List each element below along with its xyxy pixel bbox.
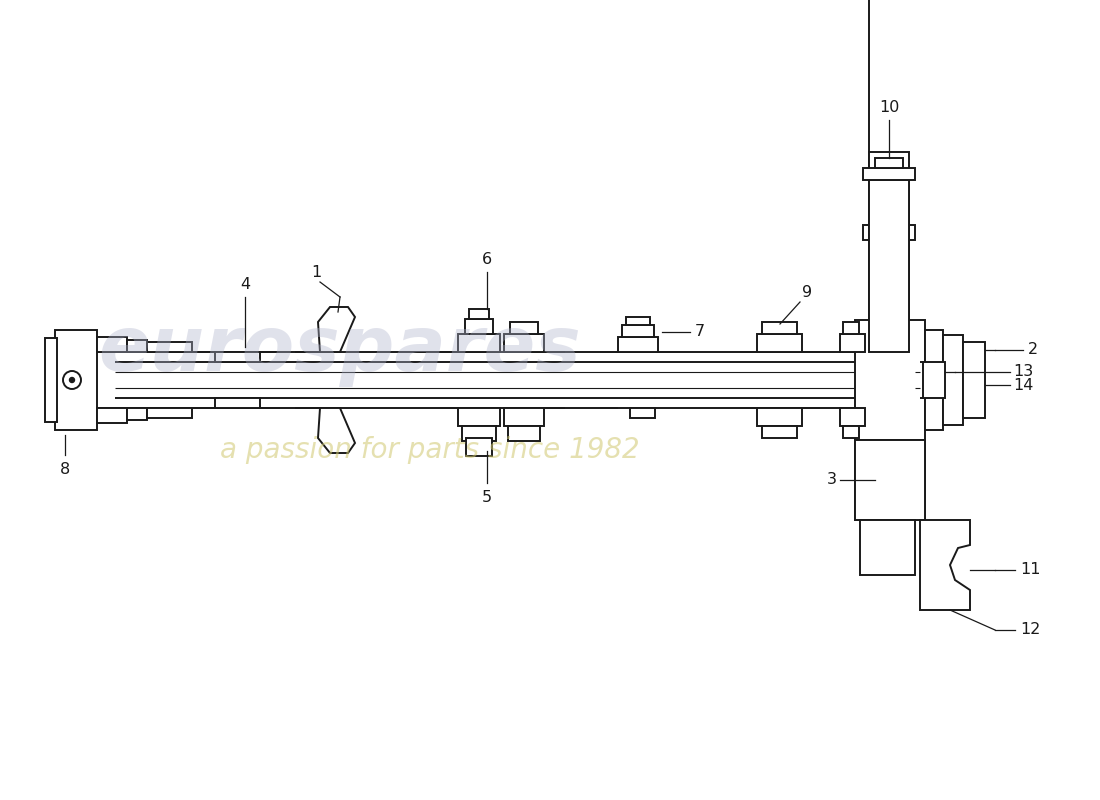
Bar bbox=[458, 334, 500, 352]
Bar bbox=[458, 408, 500, 426]
Polygon shape bbox=[318, 307, 355, 352]
Bar bbox=[630, 408, 654, 418]
Bar bbox=[462, 426, 496, 441]
Bar bbox=[869, 197, 909, 352]
Text: 11: 11 bbox=[1020, 562, 1041, 578]
Bar bbox=[147, 408, 192, 418]
Bar bbox=[864, 168, 915, 180]
Bar bbox=[757, 408, 802, 426]
Bar bbox=[860, 520, 915, 575]
Text: 6: 6 bbox=[482, 252, 492, 267]
Text: 9: 9 bbox=[802, 285, 812, 300]
Bar bbox=[864, 225, 915, 240]
Bar bbox=[855, 320, 925, 440]
Bar bbox=[504, 408, 544, 426]
Bar bbox=[466, 438, 492, 456]
Bar bbox=[843, 426, 859, 438]
Bar bbox=[943, 335, 962, 425]
Bar bbox=[762, 426, 798, 438]
Text: 4: 4 bbox=[240, 277, 250, 292]
Bar bbox=[923, 362, 945, 398]
Bar bbox=[618, 337, 658, 352]
Bar bbox=[621, 325, 654, 337]
Bar bbox=[869, 180, 909, 352]
Polygon shape bbox=[920, 520, 970, 610]
Bar bbox=[55, 330, 97, 430]
Text: 10: 10 bbox=[879, 100, 899, 115]
Text: 1: 1 bbox=[311, 265, 321, 280]
Text: 3: 3 bbox=[827, 473, 837, 487]
Bar bbox=[840, 334, 865, 352]
Bar bbox=[840, 408, 865, 426]
Circle shape bbox=[69, 378, 75, 382]
Bar bbox=[925, 330, 943, 430]
Bar bbox=[147, 342, 192, 352]
Bar bbox=[762, 322, 798, 334]
Bar bbox=[874, 158, 903, 168]
Bar bbox=[214, 398, 260, 408]
Bar bbox=[97, 337, 126, 352]
Bar bbox=[126, 340, 147, 352]
Text: 5: 5 bbox=[482, 490, 492, 505]
Bar bbox=[469, 309, 490, 319]
Bar bbox=[757, 334, 802, 352]
Bar bbox=[510, 322, 538, 334]
Bar bbox=[962, 342, 984, 418]
Text: eurospares: eurospares bbox=[99, 313, 582, 387]
Polygon shape bbox=[318, 408, 355, 453]
Text: 14: 14 bbox=[1013, 378, 1033, 393]
Text: 13: 13 bbox=[1013, 365, 1033, 379]
Text: 2: 2 bbox=[1028, 342, 1038, 358]
Text: 8: 8 bbox=[59, 462, 70, 477]
Bar bbox=[504, 334, 544, 352]
Bar bbox=[508, 426, 540, 441]
Bar bbox=[843, 322, 859, 334]
Bar bbox=[45, 338, 57, 422]
Bar bbox=[465, 319, 493, 334]
Bar bbox=[869, 152, 909, 352]
Bar bbox=[97, 408, 126, 423]
Bar bbox=[855, 440, 925, 520]
Bar bbox=[214, 352, 260, 362]
Bar bbox=[855, 440, 925, 520]
Text: 12: 12 bbox=[1020, 622, 1041, 638]
Bar bbox=[126, 408, 147, 420]
Bar bbox=[626, 317, 650, 325]
Text: a passion for parts since 1982: a passion for parts since 1982 bbox=[220, 436, 640, 464]
Text: 7: 7 bbox=[695, 325, 705, 339]
